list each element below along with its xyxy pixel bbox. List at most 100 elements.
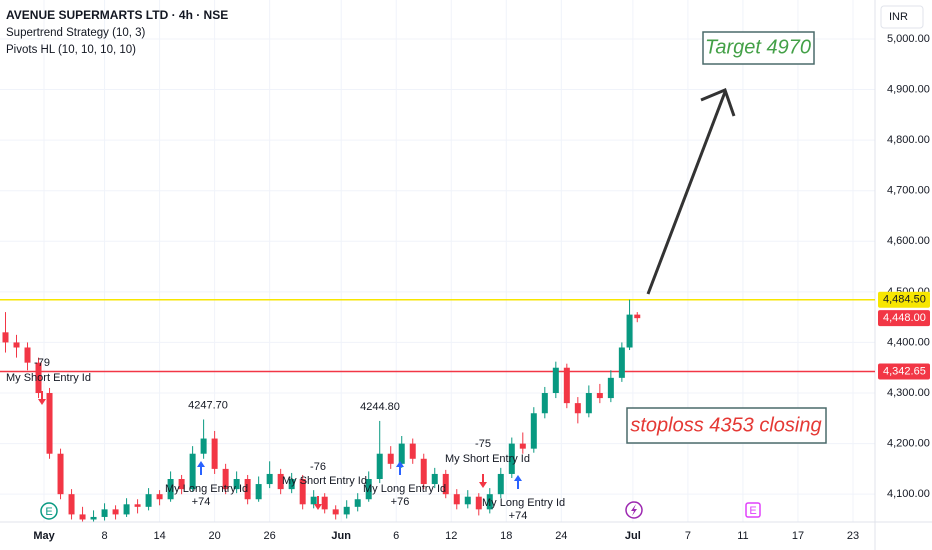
pivot-label: 4244.80 xyxy=(360,401,400,413)
trade-pnl: +74 xyxy=(192,496,211,508)
candle-body xyxy=(167,479,174,500)
price-badge-label: 4,448.00 xyxy=(883,312,926,324)
price-badge xyxy=(878,310,930,327)
x-tick-label: 6 xyxy=(393,530,399,542)
target-box xyxy=(702,31,815,65)
stoploss-box xyxy=(626,407,827,444)
candle-body xyxy=(233,479,240,490)
candle-body xyxy=(35,362,42,394)
currency: INR xyxy=(889,11,908,23)
y-tick-label: 4,800.00 xyxy=(887,134,930,146)
y-tick-label: 4,900.00 xyxy=(887,83,930,95)
candle-body xyxy=(123,504,130,515)
candle-body xyxy=(354,499,361,507)
candle-body xyxy=(79,514,86,520)
price-badge-label: 4,342.65 xyxy=(883,365,926,377)
stoploss-label: stoploss 4353 closing xyxy=(630,414,821,436)
candle-body xyxy=(530,413,537,449)
x-tick-label: Jun xyxy=(331,530,351,542)
y-tick-label: 4,700.00 xyxy=(887,185,930,197)
trade-label: My Short Entry Id xyxy=(6,372,91,384)
x-tick-label: 8 xyxy=(101,530,107,542)
trade-label: My Long Entry Id xyxy=(165,483,248,495)
event-label: E xyxy=(749,505,756,517)
trade-label: My Long Entry Id xyxy=(482,497,565,509)
candle-body xyxy=(607,377,614,399)
x-tick-label: 18 xyxy=(500,530,512,542)
symbol-title: AVENUE SUPERMARTS LTD · 4h · NSE xyxy=(6,8,228,22)
candle-body xyxy=(618,347,625,378)
x-tick-label: 20 xyxy=(208,530,220,542)
candle-body xyxy=(431,473,438,485)
indicator: Pivots HL (10, 10, 10, 10) xyxy=(6,44,136,56)
event-icon xyxy=(631,504,637,516)
candle-body xyxy=(585,393,592,414)
candle-body xyxy=(519,443,526,449)
x-tick-label: Jul xyxy=(625,530,641,542)
event-icon xyxy=(40,502,58,520)
candle-body xyxy=(134,504,141,507)
trade-pnl: +76 xyxy=(391,496,410,508)
candle-body xyxy=(211,438,218,469)
candle-body xyxy=(145,494,152,507)
arrow-head xyxy=(700,88,736,117)
candle-body xyxy=(552,367,559,394)
trade-pnl: -79 xyxy=(34,357,50,369)
event-label: E xyxy=(45,506,52,518)
price-badge-label: 4,484.50 xyxy=(883,294,926,306)
candle-body xyxy=(244,479,251,500)
candle-body xyxy=(112,509,119,515)
y-tick-label: 4,300.00 xyxy=(887,387,930,399)
candle-body xyxy=(46,393,53,454)
y-tick-label: 4,100.00 xyxy=(887,488,930,500)
x-tick-label: 26 xyxy=(264,530,276,542)
trade-label: My Short Entry Id xyxy=(282,475,367,487)
x-tick-label: May xyxy=(33,530,55,542)
candle-body xyxy=(442,473,449,495)
trade-arrow xyxy=(197,461,205,475)
candle-body xyxy=(398,443,405,464)
x-tick-label: 14 xyxy=(153,530,165,542)
x-tick-label: 17 xyxy=(792,530,804,542)
candle-body xyxy=(343,506,350,515)
candle-body xyxy=(90,516,97,520)
trade-arrow xyxy=(314,496,322,510)
candle-body xyxy=(508,443,515,474)
y-tick-label: 4,200.00 xyxy=(887,438,930,450)
candle-body xyxy=(222,468,229,490)
candle-body xyxy=(277,473,284,490)
candle-body xyxy=(200,438,207,454)
trade-pnl: -76 xyxy=(310,461,326,473)
candle-body xyxy=(563,367,570,404)
candle-body xyxy=(634,314,641,319)
candle-body xyxy=(255,484,262,500)
candle-body xyxy=(24,347,31,363)
event-icon xyxy=(745,502,761,518)
arrow xyxy=(646,91,727,295)
trade-label: My Short Entry Id xyxy=(445,453,530,465)
candle-body xyxy=(68,494,75,515)
trade-arrow xyxy=(38,391,46,405)
candle-body xyxy=(13,342,20,348)
candle-body xyxy=(266,473,273,485)
trade-arrow xyxy=(514,475,522,489)
y-tick-label: 4,400.00 xyxy=(887,336,930,348)
candle-body xyxy=(409,443,416,459)
candle-body xyxy=(156,494,163,500)
x-tick-label: 23 xyxy=(847,530,859,542)
price-badge xyxy=(878,363,930,380)
candle-body xyxy=(57,453,64,495)
candle-body xyxy=(310,496,317,505)
candle-body xyxy=(486,494,493,510)
candle-body xyxy=(475,496,482,510)
candle-body xyxy=(497,473,504,495)
trade-pnl: -75 xyxy=(475,438,491,450)
currency-box[interactable] xyxy=(880,5,924,29)
candle-body xyxy=(596,393,603,399)
candle-body xyxy=(387,453,394,464)
candle-body xyxy=(453,494,460,505)
trade-arrow xyxy=(479,474,487,488)
x-tick-label: 24 xyxy=(555,530,567,542)
